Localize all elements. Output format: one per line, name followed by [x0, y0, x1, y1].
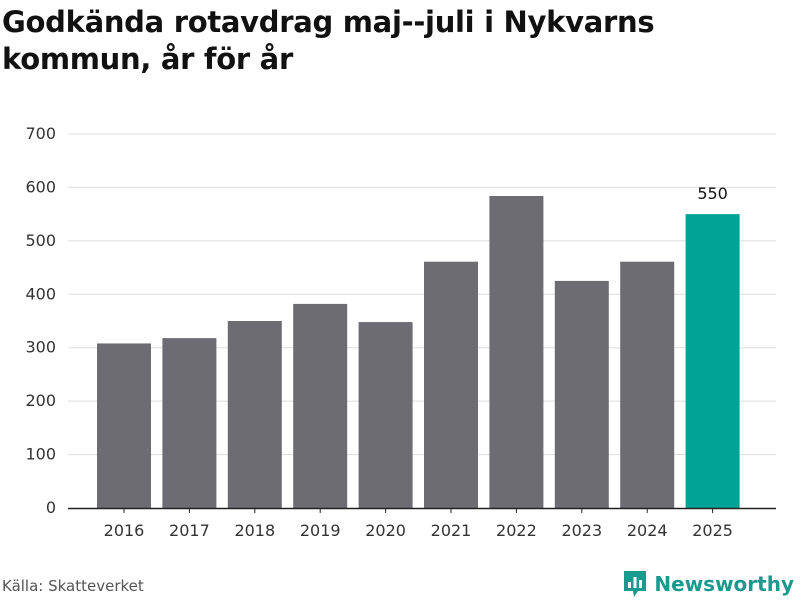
source-note: Källa: Skatteverket [2, 577, 144, 595]
brand-name: Newsworthy [654, 572, 794, 596]
y-tick-label: 600 [25, 177, 56, 196]
bar-2016 [97, 343, 151, 508]
bar-2022 [489, 195, 544, 508]
y-tick-label: 300 [25, 338, 56, 357]
bar-2021 [424, 261, 478, 508]
x-axis-tick-labels: 2016 2017 2018 2019 2020 2021 2022 2023 2024 2025 [104, 508, 733, 540]
bar-2024 [620, 261, 675, 508]
y-tick-label: 100 [25, 445, 56, 464]
bar-2018 [227, 321, 282, 508]
x-tick-label: 2016 [104, 521, 145, 540]
x-tick-label: 2022 [496, 521, 537, 540]
x-tick-label: 2018 [234, 521, 275, 540]
y-tick-label: 400 [25, 284, 56, 303]
y-tick-label: 700 [25, 124, 56, 143]
newsworthy-logo-icon [624, 571, 647, 597]
bar-2025 [685, 214, 740, 508]
x-tick-label: 2020 [365, 521, 406, 540]
x-tick-label: 2025 [692, 521, 733, 540]
bar-2023 [554, 280, 609, 508]
chart-title: Godkända rotavdrag maj--juli i Nykvarns … [2, 5, 655, 76]
data-label: 550 [697, 184, 728, 203]
x-tick-label: 2023 [561, 521, 602, 540]
bar-2020 [358, 322, 413, 508]
bar-2019 [293, 303, 348, 508]
bars [97, 195, 740, 508]
data-labels: 550 [697, 184, 728, 203]
y-tick-label: 500 [25, 231, 56, 250]
y-tick-label: 0 [46, 498, 56, 517]
x-tick-label: 2021 [431, 521, 472, 540]
x-tick-label: 2019 [300, 521, 341, 540]
x-tick-label: 2017 [169, 521, 210, 540]
y-axis-tick-labels: 0 100 200 300 400 500 600 700 [25, 124, 56, 517]
brand-logo: Newsworthy [622, 569, 794, 599]
y-tick-label: 200 [25, 391, 56, 410]
bar-2017 [162, 338, 217, 508]
x-tick-label: 2024 [627, 521, 668, 540]
